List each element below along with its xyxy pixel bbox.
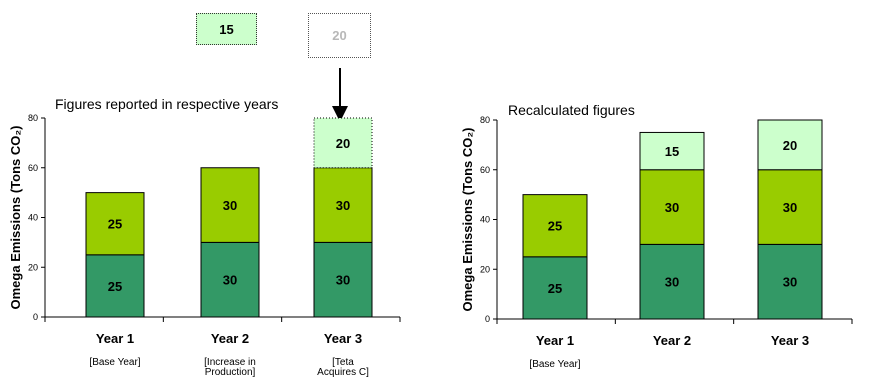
bar-segment <box>639 169 705 245</box>
bar-segment <box>313 167 373 243</box>
bar-segment <box>313 241 373 318</box>
chart-title-recalculated: Recalculated figures <box>508 102 635 118</box>
y-tick-label: 60 <box>28 163 38 173</box>
x-sublabel: [Increase in <box>204 357 256 368</box>
pending-segment-box: 20 <box>308 13 371 58</box>
bar-value-label: 30 <box>665 200 679 215</box>
x-sublabel: Acquires C] <box>317 367 369 378</box>
bar-value-label: 20 <box>336 136 350 151</box>
bar-segment <box>85 254 145 318</box>
x-category-label: Year 3 <box>324 331 362 346</box>
y-tick-label: 0 <box>485 314 490 324</box>
y-tick-label: 80 <box>480 115 490 125</box>
bar-value-label: 30 <box>223 273 237 288</box>
bar-value-label: 20 <box>783 138 797 153</box>
y-tick-label: 20 <box>480 264 490 274</box>
x-category-label: Year 1 <box>536 333 574 348</box>
x-sublabel: Production] <box>205 367 256 378</box>
bar-segment <box>200 241 260 318</box>
bar-value-label: 30 <box>336 273 350 288</box>
y-tick-label: 60 <box>480 165 490 175</box>
bar-value-label: 30 <box>223 198 237 213</box>
y-axis-label: Omega Emissions (Tons CO₂) <box>460 128 475 312</box>
bar-value-label: 25 <box>108 217 122 232</box>
bar-segment <box>639 131 705 171</box>
y-tick-label: 40 <box>28 213 38 223</box>
bar-segment <box>85 192 145 256</box>
bar-value-label: 15 <box>665 144 679 159</box>
chart-title-reported: Figures reported in respective years <box>55 96 279 112</box>
bar-value-label: 25 <box>108 279 122 294</box>
x-category-label: Year 2 <box>211 331 249 346</box>
y-tick-label: 20 <box>28 262 38 272</box>
moved-segment-box: 15 <box>196 13 257 45</box>
bar-segment <box>522 256 588 320</box>
x-category-label: Year 3 <box>771 333 809 348</box>
bar-segment <box>757 169 823 245</box>
bar-value-label: 30 <box>336 198 350 213</box>
bar-value-label: 25 <box>548 281 562 296</box>
x-sublabel: [Base Year] <box>529 359 580 370</box>
bar-segment <box>200 167 260 243</box>
bar-segment <box>522 194 588 258</box>
y-tick-label: 80 <box>28 113 38 123</box>
bar-segment <box>313 117 373 169</box>
x-sublabel: [Base Year] <box>89 357 140 368</box>
bar-segment <box>757 119 823 171</box>
bar-value-label: 30 <box>783 275 797 290</box>
bar-value-label: 30 <box>665 275 679 290</box>
x-category-label: Year 2 <box>653 333 691 348</box>
y-tick-label: 0 <box>33 312 38 322</box>
bar-value-label: 30 <box>783 200 797 215</box>
y-axis-label: Omega Emissions (Tons CO₂) <box>8 126 23 310</box>
x-category-label: Year 1 <box>96 331 134 346</box>
y-tick-label: 40 <box>480 215 490 225</box>
bar-value-label: 25 <box>548 219 562 234</box>
bar-segment <box>639 243 705 320</box>
x-sublabel: [Teta <box>332 357 354 368</box>
